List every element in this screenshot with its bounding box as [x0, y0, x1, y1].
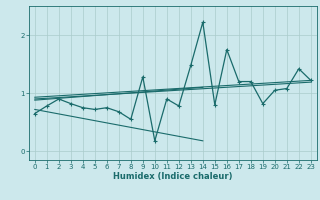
X-axis label: Humidex (Indice chaleur): Humidex (Indice chaleur)	[113, 172, 233, 181]
